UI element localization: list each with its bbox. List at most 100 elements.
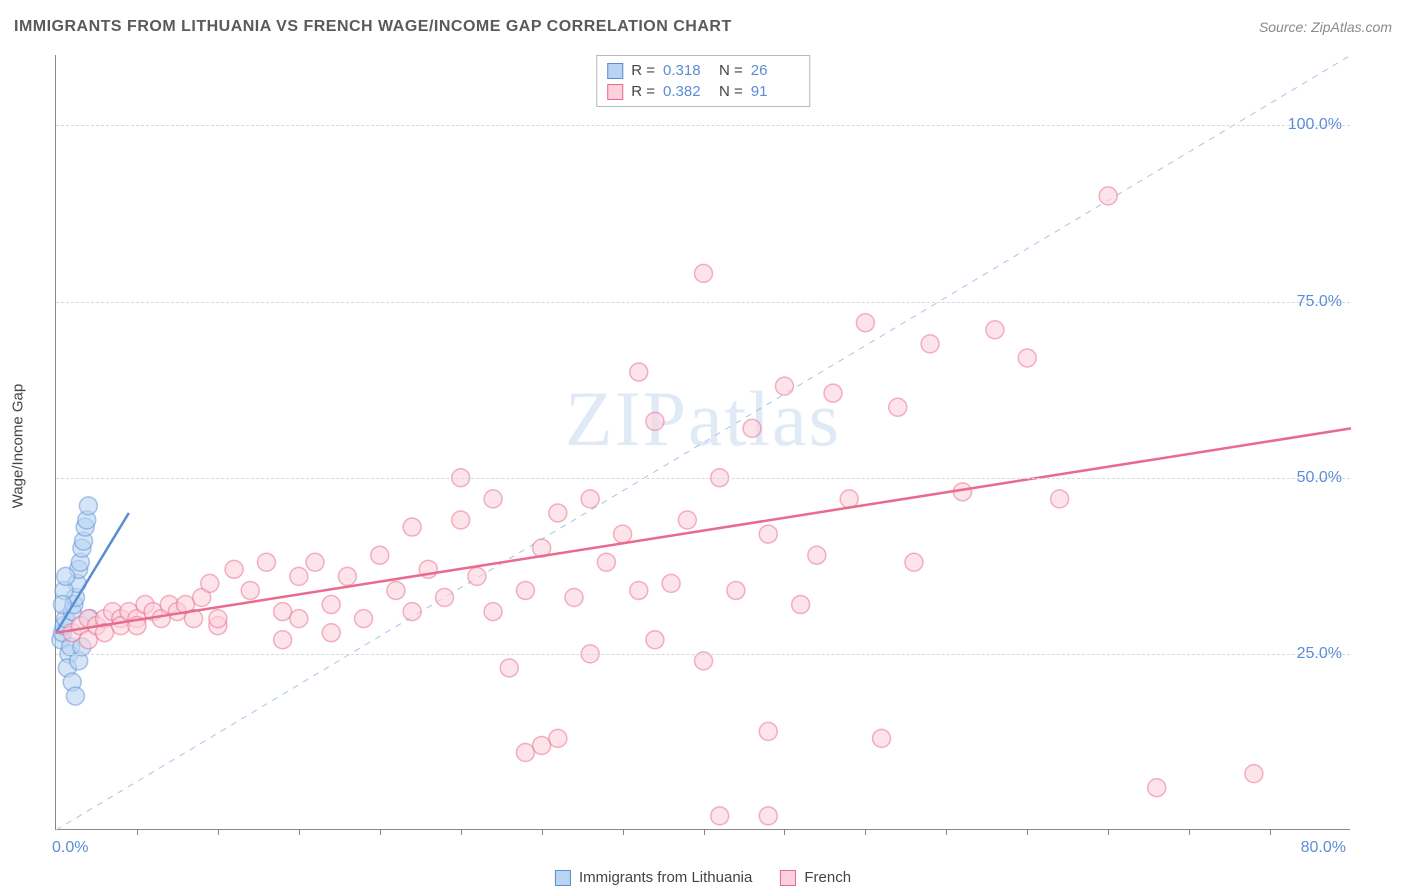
data-point xyxy=(646,412,664,430)
data-point xyxy=(630,581,648,599)
legend-n-value: 26 xyxy=(751,62,799,79)
x-tick xyxy=(461,829,462,835)
gridline-h xyxy=(56,478,1350,479)
data-point xyxy=(403,603,421,621)
legend-n-value: 91 xyxy=(751,83,799,100)
x-tick xyxy=(1108,829,1109,835)
trend-line xyxy=(56,428,1351,632)
data-point xyxy=(792,596,810,614)
data-point xyxy=(759,722,777,740)
legend-n-label: N = xyxy=(719,62,743,79)
gridline-h xyxy=(56,654,1350,655)
legend-r-value: 0.382 xyxy=(663,83,711,100)
data-point xyxy=(452,511,470,529)
y-tick-label: 75.0% xyxy=(1297,293,1342,311)
x-tick xyxy=(784,829,785,835)
x-tick xyxy=(704,829,705,835)
data-point xyxy=(549,504,567,522)
data-point xyxy=(57,567,75,585)
data-point xyxy=(743,419,761,437)
data-point xyxy=(274,603,292,621)
data-point xyxy=(873,729,891,747)
data-point xyxy=(614,525,632,543)
data-point xyxy=(565,589,583,607)
data-point xyxy=(387,581,405,599)
data-point xyxy=(209,610,227,628)
x-tick xyxy=(1270,829,1271,835)
data-point xyxy=(840,490,858,508)
data-point xyxy=(630,363,648,381)
y-tick-label: 25.0% xyxy=(1297,645,1342,663)
plot-area: ZIPatlas R = 0.318N = 26R = 0.382N = 91 … xyxy=(55,55,1350,830)
data-point xyxy=(1148,779,1166,797)
data-point xyxy=(662,574,680,592)
data-point xyxy=(1051,490,1069,508)
data-point xyxy=(290,610,308,628)
data-point xyxy=(581,490,599,508)
data-point xyxy=(711,807,729,825)
x-tick xyxy=(865,829,866,835)
legend-series-label: French xyxy=(804,869,851,886)
data-point xyxy=(274,631,292,649)
x-tick xyxy=(542,829,543,835)
data-point xyxy=(597,553,615,571)
data-point xyxy=(1018,349,1036,367)
gridline-h xyxy=(56,302,1350,303)
data-point xyxy=(921,335,939,353)
x-tick xyxy=(299,829,300,835)
data-point xyxy=(468,567,486,585)
legend-series-item: Immigrants from Lithuania xyxy=(555,869,752,886)
data-point xyxy=(533,736,551,754)
data-point xyxy=(66,687,84,705)
x-tick xyxy=(380,829,381,835)
y-axis-label: Wage/Income Gap xyxy=(10,384,27,509)
chart-title: IMMIGRANTS FROM LITHUANIA VS FRENCH WAGE… xyxy=(14,18,732,36)
y-tick-label: 50.0% xyxy=(1297,469,1342,487)
data-point xyxy=(371,546,389,564)
x-tick xyxy=(623,829,624,835)
legend-swatch xyxy=(607,84,623,100)
data-point xyxy=(759,807,777,825)
x-tick xyxy=(137,829,138,835)
legend-correlation: R = 0.318 N = 26 R = 0.382 N = 91 xyxy=(596,55,810,107)
data-point xyxy=(338,567,356,585)
legend-n-label: N = xyxy=(719,83,743,100)
data-point xyxy=(1099,187,1117,205)
data-point xyxy=(889,398,907,416)
legend-series: Immigrants from Lithuania French xyxy=(555,869,851,886)
data-point xyxy=(905,553,923,571)
chart-svg xyxy=(56,55,1350,829)
x-tick xyxy=(946,829,947,835)
legend-r-label: R = xyxy=(631,62,655,79)
data-point xyxy=(290,567,308,585)
data-point xyxy=(257,553,275,571)
legend-correlation-row: R = 0.318 N = 26 xyxy=(607,60,799,81)
data-point xyxy=(241,581,259,599)
data-point xyxy=(646,631,664,649)
legend-r-value: 0.318 xyxy=(663,62,711,79)
x-tick xyxy=(1027,829,1028,835)
data-point xyxy=(1245,765,1263,783)
legend-swatch xyxy=(607,63,623,79)
x-tick xyxy=(1189,829,1190,835)
data-point xyxy=(484,603,502,621)
data-point xyxy=(516,581,534,599)
data-point xyxy=(500,659,518,677)
legend-correlation-row: R = 0.382 N = 91 xyxy=(607,81,799,102)
legend-r-label: R = xyxy=(631,83,655,100)
legend-series-label: Immigrants from Lithuania xyxy=(579,869,752,886)
data-point xyxy=(775,377,793,395)
data-point xyxy=(759,525,777,543)
data-point xyxy=(403,518,421,536)
data-point xyxy=(824,384,842,402)
data-point xyxy=(727,581,745,599)
gridline-h xyxy=(56,125,1350,126)
source-attribution: Source: ZipAtlas.com xyxy=(1259,19,1392,35)
data-point xyxy=(678,511,696,529)
y-tick-label: 100.0% xyxy=(1288,116,1342,134)
data-point xyxy=(225,560,243,578)
data-point xyxy=(322,596,340,614)
data-point xyxy=(856,314,874,332)
data-point xyxy=(549,729,567,747)
diagonal-reference-line xyxy=(56,55,1351,830)
